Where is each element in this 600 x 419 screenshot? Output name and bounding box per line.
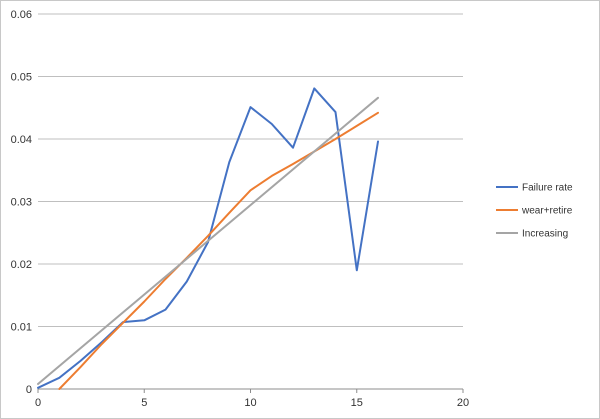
y-tick-label: 0 (26, 384, 32, 396)
legend-label: wear+retire (521, 206, 573, 217)
series-line-failure-rate (37, 87, 379, 389)
legend-label: Failure rate (522, 183, 573, 194)
x-tick-label: 0 (35, 397, 41, 409)
x-tick-label: 20 (457, 397, 469, 409)
legend-label: Increasing (522, 229, 568, 240)
x-tick-label: 10 (244, 397, 256, 409)
series-line-increasing (37, 96, 379, 385)
y-tick-label: 0.01 (11, 322, 32, 334)
y-tick-label: 0.03 (11, 197, 32, 209)
y-tick-label: 0.04 (11, 134, 32, 146)
y-tick-label: 0.05 (11, 72, 32, 84)
y-tick-label: 0.02 (11, 259, 32, 271)
x-tick-label: 5 (141, 397, 147, 409)
y-tick-label: 0.06 (11, 9, 32, 21)
series-line-wear-retire (58, 111, 379, 390)
x-tick-label: 15 (351, 397, 363, 409)
